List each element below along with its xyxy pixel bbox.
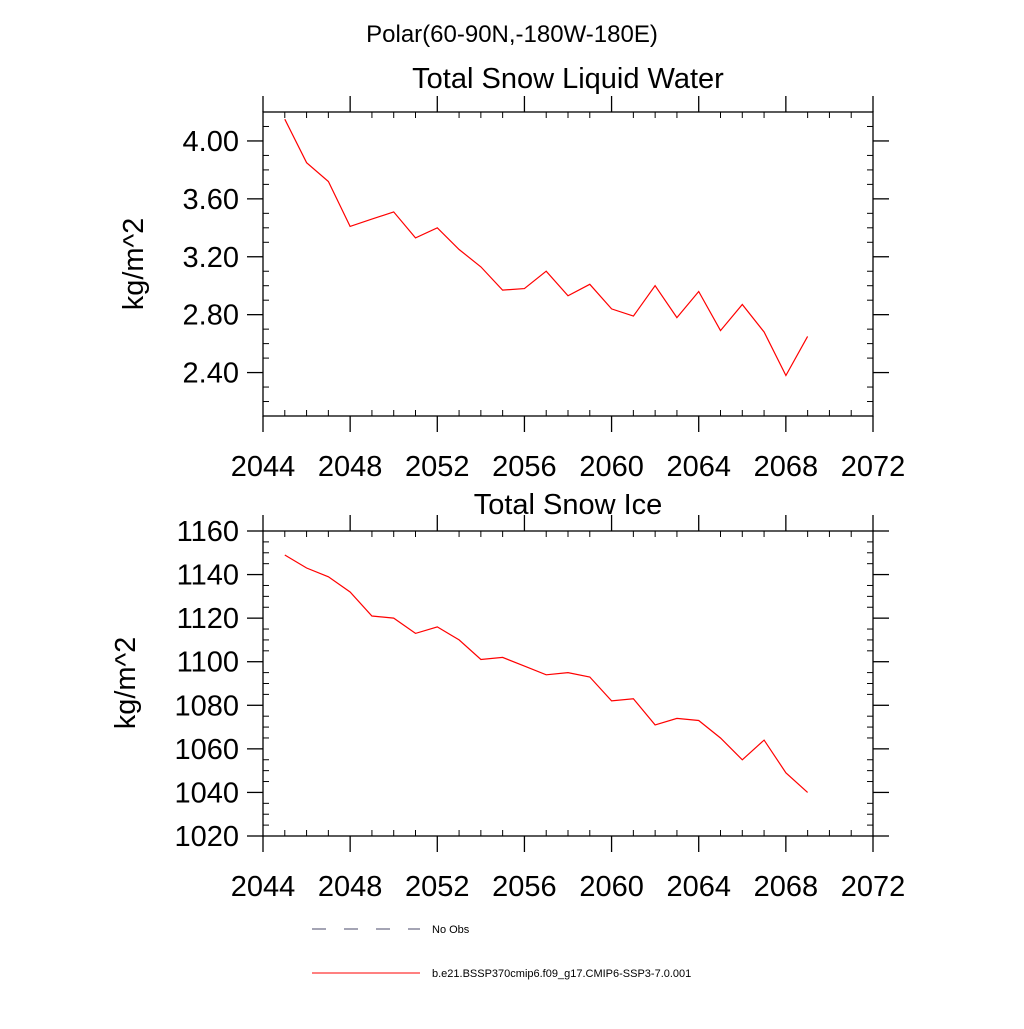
y-axis-label: kg/m^2 — [118, 218, 150, 311]
y-tick-label: 1120 — [177, 603, 239, 635]
y-axis-label: kg/m^2 — [110, 637, 142, 730]
x-tick-label: 2044 — [231, 871, 296, 903]
x-tick-label: 2060 — [579, 871, 644, 903]
series-line — [284, 554, 809, 793]
x-tick-label: 2052 — [405, 871, 470, 903]
x-tick-label: 2060 — [579, 451, 644, 483]
chart-panel-1: Total Snow Liquid Water kg/m^2 2044 2048 205… — [118, 63, 905, 483]
y-tick-label: 4.00 — [183, 126, 239, 158]
x-tick-label: 2048 — [318, 871, 383, 903]
chart-panel-2: Total Snow Ice kg/m^2 2044 2048 2052 2056 2060… — [110, 489, 905, 903]
y-tick-label: 1160 — [177, 516, 239, 548]
x-tick-label: 2056 — [492, 871, 557, 903]
x-tick-label: 2052 — [405, 451, 470, 483]
series-line — [284, 118, 809, 377]
chart-title: Total Snow Liquid Water — [412, 63, 724, 95]
y-tick-label: 1040 — [174, 777, 239, 809]
chart-panels: Total Snow Liquid Water kg/m^2 2044 2048 205… — [110, 63, 905, 903]
y-tick-label: 1140 — [177, 560, 239, 592]
chart-title: Total Snow Ice — [474, 489, 663, 521]
y-tick-label: 1100 — [177, 647, 239, 679]
x-tick-label: 2072 — [841, 871, 906, 903]
x-tick-label: 2048 — [318, 451, 383, 483]
y-tick-label: 3.20 — [183, 242, 239, 274]
x-tick-label: 2056 — [492, 451, 557, 483]
legend-item: b.e21.BSSP370cmip6.f09_g17.CMIP6-SSP3-7.… — [312, 968, 691, 980]
x-tick-label: 2068 — [754, 871, 819, 903]
y-tick-label: 3.60 — [183, 184, 239, 216]
x-tick-label: 2044 — [231, 451, 296, 483]
y-tick-label: 1080 — [174, 690, 239, 722]
y-tick-label: 2.80 — [183, 300, 239, 332]
plot-frame — [262, 111, 874, 417]
y-tick-label: 1020 — [174, 821, 239, 853]
legend-label: b.e21.BSSP370cmip6.f09_g17.CMIP6-SSP3-7.… — [432, 968, 691, 980]
y-tick-label: 2.40 — [183, 358, 239, 390]
legend-item: No Obs — [312, 924, 470, 936]
legend: No Obs b.e21.BSSP370cmip6.f09_g17.CMIP6-S… — [312, 924, 691, 980]
plot-frame — [262, 530, 874, 837]
x-tick-label: 2072 — [841, 451, 906, 483]
legend-label: No Obs — [432, 924, 470, 936]
x-tick-label: 2068 — [754, 451, 819, 483]
x-tick-label: 2064 — [666, 451, 731, 483]
x-tick-label: 2064 — [666, 871, 731, 903]
y-tick-label: 1060 — [174, 734, 239, 766]
region-title: Polar(60-90N,-180W-180E) — [366, 21, 658, 48]
